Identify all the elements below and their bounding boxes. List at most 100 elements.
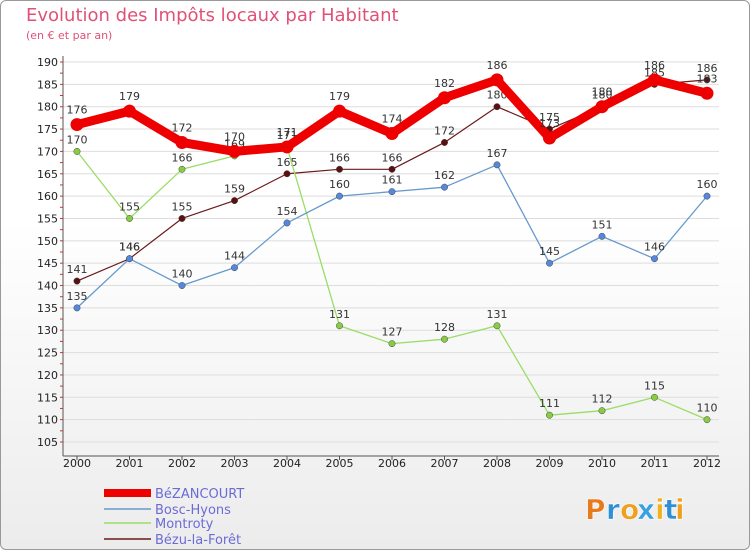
data-point-montroty (388, 340, 396, 348)
data-point-b-zancourt (70, 118, 84, 132)
data-point-bosc-hyons (126, 255, 133, 263)
data-point-montroty (336, 322, 343, 330)
data-point-b-zu-la-for-t (178, 215, 186, 222)
data-label-b-zancourt: 172 (172, 121, 193, 134)
y-tick-label: 180 (37, 101, 58, 114)
data-label-b-zu-la-for-t: 146 (119, 241, 140, 254)
data-point-b-zancourt (228, 144, 241, 158)
data-label-b-zancourt: 171 (277, 126, 298, 139)
y-tick-label: 155 (37, 212, 58, 225)
data-label-montroty: 131 (329, 308, 350, 321)
legend-label: Bosc-Hyons (155, 503, 231, 518)
x-tick-label: 2012 (693, 457, 721, 470)
x-tick-label: 2008 (483, 457, 511, 470)
data-label-b-zancourt: 180 (592, 86, 613, 99)
data-label-b-zancourt: 174 (382, 113, 403, 126)
data-point-montroty (178, 165, 186, 173)
data-label-b-zancourt: 183 (697, 72, 718, 85)
y-tick-label: 125 (37, 347, 58, 360)
legend-label: Montroty (155, 517, 214, 532)
y-tick-label: 160 (37, 190, 58, 203)
data-label-bosc-hyons: 145 (539, 245, 560, 258)
y-tick-label: 165 (37, 168, 58, 181)
data-point-b-zancourt (123, 104, 136, 118)
data-point-bosc-hyons (493, 161, 501, 169)
logo-letter: i (675, 493, 686, 526)
data-label-b-zancourt: 170 (224, 130, 245, 143)
data-label-b-zancourt: 186 (644, 59, 665, 72)
y-tick-label: 175 (37, 123, 58, 136)
data-label-bosc-hyons: 160 (329, 178, 350, 191)
data-label-b-zancourt: 179 (119, 90, 140, 103)
x-tick-label: 2005 (326, 457, 354, 470)
data-label-b-zu-la-for-t: 155 (172, 200, 193, 213)
data-point-bosc-hyons (73, 304, 81, 312)
y-tick-label: 135 (37, 302, 58, 315)
data-label-b-zu-la-for-t: 166 (329, 151, 350, 164)
data-label-b-zancourt: 179 (329, 90, 350, 103)
y-tick-label: 190 (37, 56, 58, 69)
data-point-montroty (126, 215, 133, 222)
logo-letter: P (585, 493, 607, 526)
data-label-b-zancourt: 176 (67, 104, 88, 117)
data-point-b-zu-la-for-t (73, 277, 81, 285)
data-label-bosc-hyons: 144 (224, 250, 245, 263)
data-label-b-zancourt: 186 (487, 59, 508, 72)
data-label-montroty: 115 (644, 379, 665, 392)
x-tick-label: 2010 (588, 457, 616, 470)
data-point-b-zancourt (438, 91, 451, 105)
y-tick-label: 145 (37, 257, 58, 270)
data-point-b-zancourt (175, 135, 189, 149)
x-tick-label: 2001 (116, 457, 144, 470)
data-point-montroty (651, 393, 658, 401)
data-label-montroty: 110 (697, 402, 718, 415)
x-tick-label: 2007 (431, 457, 459, 470)
data-label-bosc-hyons: 161 (382, 174, 403, 187)
data-label-b-zu-la-for-t: 175 (539, 111, 560, 124)
data-point-montroty (546, 411, 553, 419)
chart-subtitle: (en € et par an) (26, 29, 113, 42)
data-label-bosc-hyons: 140 (172, 268, 193, 281)
data-point-b-zu-la-for-t (231, 197, 238, 205)
data-point-montroty (598, 407, 606, 415)
data-point-b-zu-la-for-t (336, 165, 343, 173)
data-point-b-zu-la-for-t (493, 103, 501, 111)
data-label-bosc-hyons: 160 (697, 178, 718, 191)
data-point-b-zancourt (490, 73, 504, 87)
logo-letter: t (664, 493, 678, 526)
y-tick-label: 120 (37, 369, 58, 382)
data-point-b-zu-la-for-t (388, 165, 396, 173)
data-point-b-zancourt (648, 73, 661, 87)
x-tick-label: 2003 (221, 457, 249, 470)
data-label-b-zu-la-for-t: 172 (434, 124, 455, 137)
data-point-b-zancourt (595, 100, 609, 114)
data-point-b-zancourt (700, 86, 714, 100)
data-point-bosc-hyons (283, 219, 291, 227)
data-label-montroty: 170 (67, 133, 88, 146)
y-tick-label: 110 (37, 414, 58, 427)
data-label-montroty: 128 (434, 321, 455, 334)
data-point-b-zancourt (543, 131, 556, 145)
data-label-b-zancourt: 182 (434, 77, 455, 90)
data-label-b-zu-la-for-t: 180 (592, 89, 613, 102)
y-tick-label: 140 (37, 280, 58, 293)
y-tick-label: 105 (37, 436, 58, 449)
data-label-b-zu-la-for-t: 141 (67, 263, 88, 276)
data-point-b-zancourt (333, 104, 346, 118)
x-tick-label: 2006 (378, 457, 406, 470)
data-point-b-zu-la-for-t (283, 170, 291, 178)
series-line-montroty (76, 146, 708, 421)
y-tick-label: 170 (37, 145, 58, 158)
data-point-montroty (441, 335, 448, 343)
data-point-bosc-hyons (651, 255, 658, 263)
data-point-montroty (493, 322, 501, 330)
logo-letter: x (637, 493, 656, 526)
data-point-b-zu-la-for-t (703, 76, 711, 84)
data-point-b-zancourt (385, 127, 399, 141)
data-point-b-zancourt (280, 140, 294, 154)
y-tick-label: 150 (37, 235, 58, 248)
data-point-b-zu-la-for-t (441, 139, 448, 146)
y-tick-label: 130 (37, 324, 58, 337)
data-label-b-zu-la-for-t: 166 (382, 151, 403, 164)
